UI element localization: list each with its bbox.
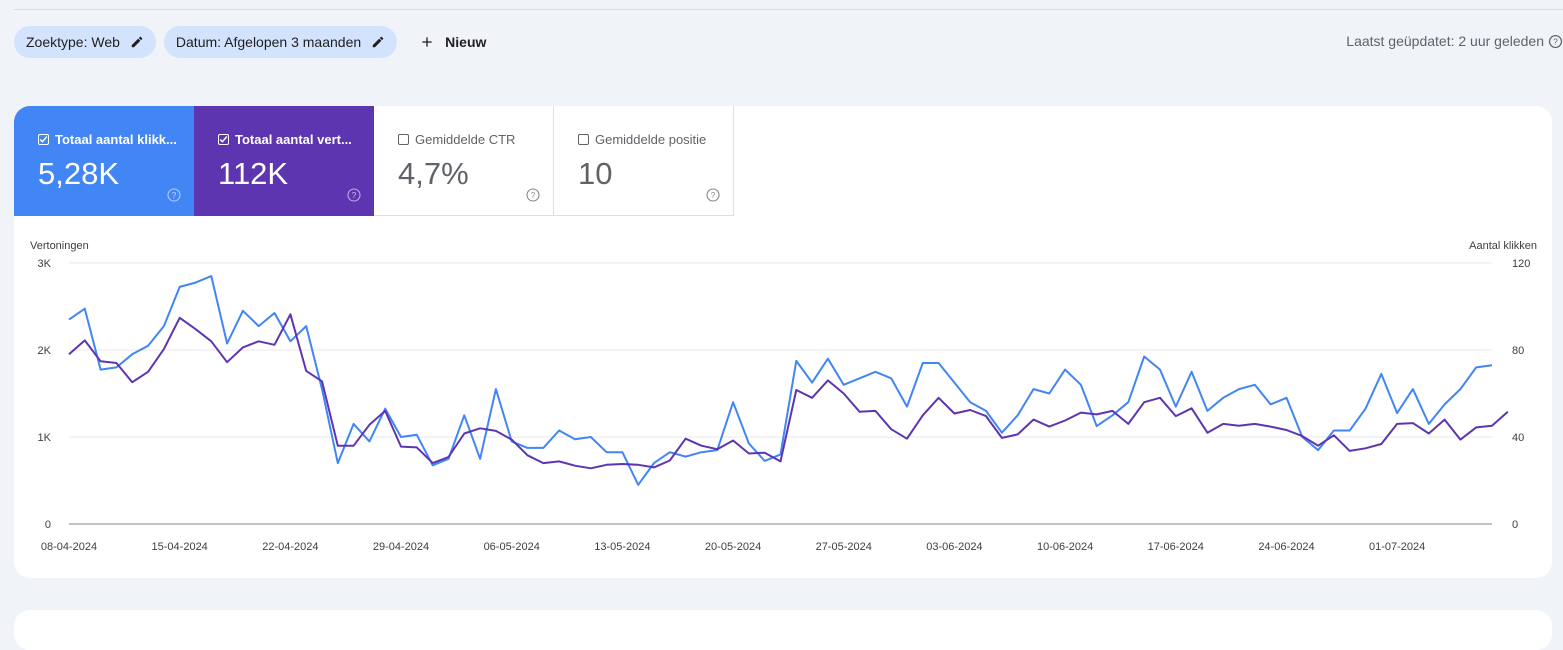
right-tick-label: 0 bbox=[1512, 519, 1518, 531]
metric-value: 4,7% bbox=[398, 156, 469, 191]
edit-pencil-icon[interactable] bbox=[371, 35, 385, 49]
left-tick-label: 0 bbox=[45, 519, 51, 531]
metric-tile-impressions[interactable]: Totaal aantal vert... 112K ? bbox=[194, 106, 374, 216]
metric-label: Gemiddelde positie bbox=[595, 132, 707, 147]
svg-text:?: ? bbox=[1553, 37, 1558, 46]
svg-text:?: ? bbox=[531, 191, 536, 200]
search-type-filter-chip[interactable]: Zoektype: Web bbox=[14, 26, 156, 58]
x-tick-label: 27-05-2024 bbox=[816, 541, 872, 553]
svg-text:?: ? bbox=[711, 191, 716, 200]
metric-tile-position-header: Gemiddelde positie bbox=[578, 132, 706, 147]
metric-tile-impressions-header: Totaal aantal vert... bbox=[218, 132, 352, 147]
metric-tile-position[interactable]: Gemiddelde positie 10 ? bbox=[554, 106, 734, 216]
date-filter-chip[interactable]: Datum: Afgelopen 3 maanden bbox=[163, 26, 398, 58]
clicks-series-line bbox=[68, 275, 1493, 486]
left-axis-title: Vertoningen bbox=[30, 240, 89, 252]
right-axis-title: Aantal klikken bbox=[1469, 240, 1537, 252]
x-tick-label: 29-04-2024 bbox=[373, 541, 429, 553]
x-tick-label: 20-05-2024 bbox=[705, 541, 761, 553]
x-tick-label: 13-05-2024 bbox=[594, 541, 650, 553]
metric-label: Totaal aantal klikk... bbox=[55, 132, 177, 147]
metric-value: 112K bbox=[218, 156, 289, 191]
checkbox-unchecked-icon[interactable] bbox=[398, 134, 409, 145]
x-tick-label: 17-06-2024 bbox=[1148, 541, 1204, 553]
metric-tile-clicks[interactable]: Totaal aantal klikk... 5,28K ? bbox=[14, 106, 194, 216]
x-tick-label: 22-04-2024 bbox=[262, 541, 318, 553]
metric-value: 10 bbox=[578, 156, 613, 191]
line-chart-svg[interactable]: 0 1K 2K 3K 0 40 80 120 08-04-2024 15-04-2024 22-04… bbox=[14, 236, 1552, 566]
checkbox-checked-icon[interactable] bbox=[218, 134, 229, 145]
checkbox-unchecked-icon[interactable] bbox=[578, 134, 589, 145]
x-tick-label: 24-06-2024 bbox=[1258, 541, 1314, 553]
svg-text:?: ? bbox=[172, 191, 177, 200]
metric-tile-ctr[interactable]: Gemiddelde CTR 4,7% ? bbox=[374, 106, 554, 216]
left-tick-label: 1K bbox=[38, 432, 52, 444]
left-tick-label: 3K bbox=[38, 258, 52, 270]
help-icon[interactable]: ? bbox=[705, 187, 721, 203]
metric-tile-ctr-header: Gemiddelde CTR bbox=[398, 132, 515, 147]
metric-label: Gemiddelde CTR bbox=[415, 132, 516, 147]
plus-icon bbox=[422, 37, 432, 47]
right-tick-label: 120 bbox=[1512, 258, 1530, 270]
checkbox-checked-icon[interactable] bbox=[38, 134, 49, 145]
x-tick-label: 03-06-2024 bbox=[926, 541, 982, 553]
date-filter-label: Datum: Afgelopen 3 maanden bbox=[175, 34, 362, 50]
impressions-series-line bbox=[68, 313, 1509, 470]
metric-tile-clicks-header: Totaal aantal klikk... bbox=[38, 132, 177, 147]
metric-tiles: Totaal aantal klikk... 5,28K ? Totaal aa… bbox=[14, 106, 734, 216]
x-tick-label: 01-07-2024 bbox=[1369, 541, 1425, 553]
svg-text:?: ? bbox=[352, 191, 357, 200]
right-tick-label: 40 bbox=[1512, 432, 1524, 444]
x-tick-label: 10-06-2024 bbox=[1037, 541, 1093, 553]
edit-pencil-icon[interactable] bbox=[130, 35, 144, 49]
left-tick-label: 2K bbox=[38, 345, 52, 357]
performance-card: Totaal aantal klikk... 5,28K ? Totaal aa… bbox=[14, 106, 1552, 578]
x-tick-label: 06-05-2024 bbox=[484, 541, 540, 553]
metric-label: Totaal aantal vert... bbox=[235, 132, 352, 147]
last-updated-text: Laatst geüpdatet: 2 uur geleden bbox=[1346, 33, 1544, 49]
x-tick-label: 08-04-2024 bbox=[41, 541, 97, 553]
new-filter-button[interactable]: Nieuw bbox=[419, 34, 486, 50]
performance-chart: Vertoningen Aantal klikken 0 1K 2K 3K 0 40 80 1… bbox=[14, 236, 1552, 566]
help-icon[interactable]: ? bbox=[1548, 34, 1563, 49]
help-icon[interactable]: ? bbox=[166, 187, 182, 203]
new-filter-label: Nieuw bbox=[445, 34, 487, 50]
help-icon[interactable]: ? bbox=[525, 187, 541, 203]
next-card bbox=[14, 610, 1552, 650]
right-tick-label: 80 bbox=[1512, 345, 1524, 357]
search-type-filter-label: Zoektype: Web bbox=[26, 34, 120, 50]
filter-bar: Zoektype: Web Datum: Afgelopen 3 maanden… bbox=[14, 26, 486, 58]
top-divider bbox=[14, 9, 1563, 10]
x-tick-label: 15-04-2024 bbox=[152, 541, 208, 553]
last-updated: Laatst geüpdatet: 2 uur geleden ? bbox=[1346, 33, 1563, 49]
metric-value: 5,28K bbox=[38, 156, 120, 191]
help-icon[interactable]: ? bbox=[346, 187, 362, 203]
